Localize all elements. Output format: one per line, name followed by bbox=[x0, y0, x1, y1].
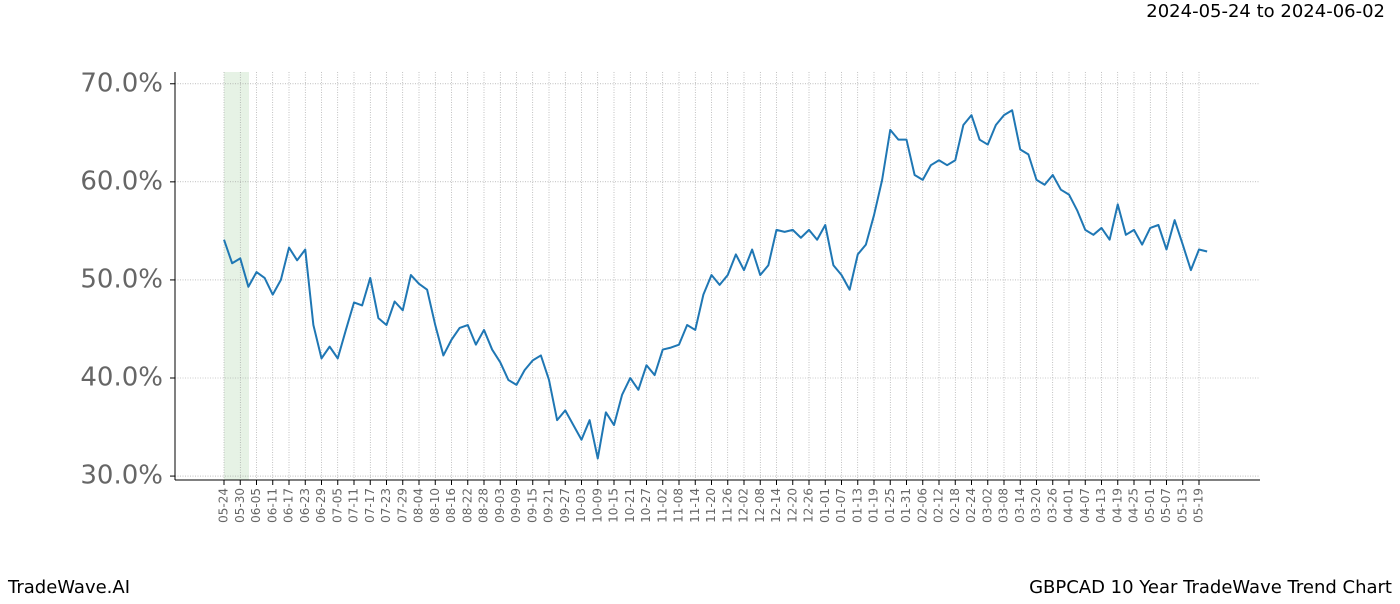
x-tick-label: 03-02 bbox=[980, 488, 994, 523]
x-tick-label: 04-19 bbox=[1110, 488, 1124, 523]
x-tick-label: 10-15 bbox=[607, 488, 621, 523]
x-tick-label: 07-17 bbox=[363, 488, 377, 523]
x-tick-label: 04-25 bbox=[1127, 488, 1141, 523]
trend-line bbox=[223, 109, 1208, 460]
x-tick-label: 05-24 bbox=[217, 488, 231, 523]
x-tick-label: 01-25 bbox=[883, 488, 897, 523]
y-tick-label: 30.0% bbox=[80, 461, 163, 491]
x-tick-label: 09-27 bbox=[558, 488, 572, 523]
y-tick-label: 70.0% bbox=[80, 68, 163, 98]
x-tick-label: 03-26 bbox=[1045, 488, 1059, 523]
x-tick-label: 06-23 bbox=[298, 488, 312, 523]
x-tick-label: 02-06 bbox=[915, 488, 929, 523]
x-tick-label: 01-19 bbox=[867, 488, 881, 523]
x-tick-label: 09-09 bbox=[509, 488, 523, 523]
x-tick-label: 10-21 bbox=[623, 488, 637, 523]
x-tick-label: 09-03 bbox=[493, 488, 507, 523]
x-tick-label: 12-14 bbox=[769, 488, 783, 523]
x-tick-label: 07-05 bbox=[330, 488, 344, 523]
x-tick-label: 01-31 bbox=[899, 488, 913, 523]
x-tick-label: 01-13 bbox=[850, 488, 864, 523]
x-tick-label: 10-27 bbox=[639, 488, 653, 523]
brand: TradeWave.AI bbox=[7, 577, 130, 598]
x-tick-label: 09-21 bbox=[542, 488, 556, 523]
y-tick-label: 60.0% bbox=[80, 166, 163, 196]
x-tick-label: 11-08 bbox=[672, 488, 686, 523]
x-tick-label: 05-30 bbox=[233, 488, 247, 523]
x-tick-label: 06-05 bbox=[249, 488, 263, 523]
x-tick-label: 01-07 bbox=[834, 488, 848, 523]
x-tick-label: 07-11 bbox=[347, 488, 361, 523]
x-tick-label: 05-19 bbox=[1192, 488, 1206, 523]
x-tick-label: 05-01 bbox=[1143, 488, 1157, 523]
x-tick-label: 04-07 bbox=[1078, 488, 1092, 523]
x-tick-label: 08-28 bbox=[477, 488, 491, 523]
x-tick-label: 08-04 bbox=[412, 488, 426, 523]
x-tick-label: 09-15 bbox=[525, 488, 539, 523]
plot bbox=[223, 109, 1208, 460]
x-tick-label: 08-22 bbox=[460, 488, 474, 523]
x-tick-label: 03-14 bbox=[1013, 488, 1027, 523]
x-tick-label: 03-08 bbox=[997, 488, 1011, 523]
x-tick-label: 06-11 bbox=[265, 488, 279, 523]
x-tick-label: 06-17 bbox=[282, 488, 296, 523]
x-tick-label: 03-20 bbox=[1029, 488, 1043, 523]
grid bbox=[175, 72, 1260, 480]
chart-title: GBPCAD 10 Year TradeWave Trend Chart bbox=[1029, 577, 1392, 598]
y-tick-label: 40.0% bbox=[80, 363, 163, 393]
x-tick-label: 02-24 bbox=[964, 488, 978, 523]
x-tick-label: 07-29 bbox=[395, 488, 409, 523]
x-tick-label: 12-26 bbox=[802, 488, 816, 523]
x-tick-label: 02-18 bbox=[948, 488, 962, 523]
x-tick-label: 05-13 bbox=[1175, 488, 1189, 523]
x-tick-label: 06-29 bbox=[314, 488, 328, 523]
y-tick-label: 50.0% bbox=[80, 264, 163, 294]
x-tick-label: 08-16 bbox=[444, 488, 458, 523]
x-tick-label: 08-10 bbox=[428, 488, 442, 523]
x-tick-label: 10-03 bbox=[574, 488, 588, 523]
x-tick-label: 12-20 bbox=[785, 488, 799, 523]
x-tick-label: 12-08 bbox=[753, 488, 767, 523]
x-tick-label: 11-26 bbox=[720, 488, 734, 523]
x-tick-label: 11-02 bbox=[655, 488, 669, 523]
x-tick-label: 04-13 bbox=[1094, 488, 1108, 523]
x-tick-label: 11-20 bbox=[704, 488, 718, 523]
date-range: 2024-05-24 to 2024-06-02 bbox=[1146, 1, 1385, 22]
x-tick-label: 05-07 bbox=[1159, 488, 1173, 523]
x-tick-label: 10-09 bbox=[590, 488, 604, 523]
x-tick-label: 07-23 bbox=[379, 488, 393, 523]
x-tick-label: 04-01 bbox=[1062, 488, 1076, 523]
x-tick-label: 01-01 bbox=[818, 488, 832, 523]
x-tick-label: 12-02 bbox=[737, 488, 751, 523]
x-tick-label: 02-12 bbox=[932, 488, 946, 523]
x-tick-label: 11-14 bbox=[688, 488, 702, 523]
